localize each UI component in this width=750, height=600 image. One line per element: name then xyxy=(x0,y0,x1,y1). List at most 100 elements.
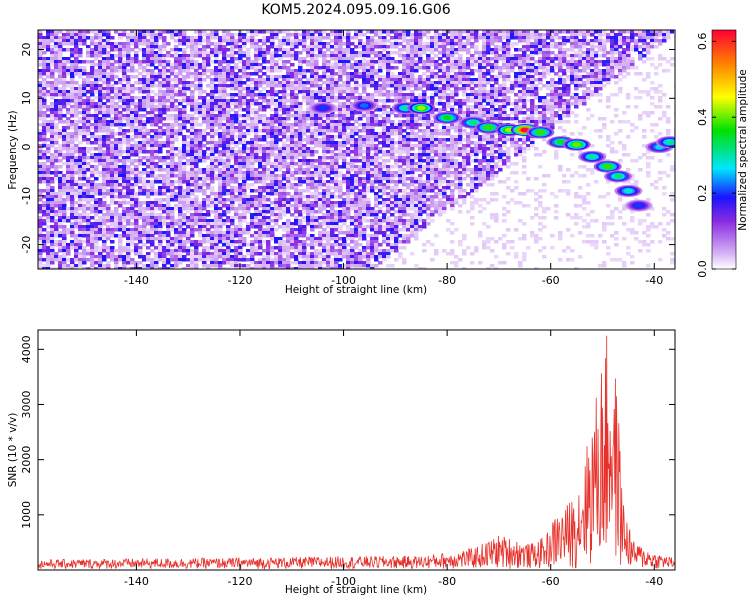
heatmap-cell xyxy=(206,36,211,40)
heatmap-cell xyxy=(138,255,143,259)
heatmap-cell xyxy=(206,108,211,112)
heatmap-cell xyxy=(266,264,271,268)
heatmap-cell xyxy=(194,249,199,253)
heatmap-cell xyxy=(282,39,287,43)
heatmap-cell xyxy=(230,66,235,70)
heatmap-cell xyxy=(254,246,259,250)
heatmap-cell xyxy=(198,222,203,226)
heatmap-cell xyxy=(146,180,151,184)
heatmap-cell xyxy=(314,57,319,61)
heatmap-cell xyxy=(74,30,79,34)
heatmap-cell xyxy=(306,78,311,82)
heatmap-cell xyxy=(266,243,271,247)
heatmap-cell xyxy=(262,72,267,76)
heatmap-cell xyxy=(54,108,59,112)
heatmap-cell xyxy=(226,150,231,154)
heatmap-cell xyxy=(118,177,123,181)
heatmap-cell xyxy=(270,108,275,112)
heatmap-cell xyxy=(254,123,259,127)
heatmap-cell xyxy=(38,189,43,193)
heatmap-cell xyxy=(182,87,187,91)
heatmap-cell xyxy=(194,135,199,139)
heatmap-cell xyxy=(54,81,59,85)
heatmap-cell xyxy=(334,135,339,139)
heatmap-cell xyxy=(74,102,79,106)
heatmap-cell xyxy=(166,261,171,265)
heatmap-cell xyxy=(254,87,259,91)
heatmap-cell xyxy=(242,63,247,67)
heatmap-cell xyxy=(262,222,267,226)
heatmap-cell xyxy=(254,150,259,154)
heatmap-cell xyxy=(86,75,91,79)
heatmap-cell xyxy=(102,138,107,142)
heatmap-cell xyxy=(174,75,179,79)
heatmap-cell xyxy=(170,30,175,34)
heatmap-cell xyxy=(170,237,175,241)
heatmap-cell xyxy=(58,135,63,139)
heatmap-cell xyxy=(38,81,43,85)
heatmap-cell xyxy=(62,144,67,148)
heatmap-cell xyxy=(222,132,227,136)
heatmap-cell xyxy=(90,72,95,76)
heatmap-cell xyxy=(150,174,155,178)
heatmap-cell xyxy=(94,222,99,226)
heatmap-cell xyxy=(138,186,143,190)
heatmap-cell xyxy=(266,78,271,82)
heatmap-cell xyxy=(58,87,63,91)
heatmap-cell xyxy=(302,204,307,208)
heatmap-cell xyxy=(342,264,347,268)
heatmap-cell xyxy=(326,54,331,58)
heatmap-cell xyxy=(174,138,179,142)
heatmap-cell xyxy=(94,159,99,163)
heatmap-cell xyxy=(314,240,319,244)
heatmap-cell xyxy=(246,39,251,43)
heatmap-cell xyxy=(322,243,327,247)
heatmap-cell xyxy=(222,69,227,73)
heatmap-cell xyxy=(218,159,223,163)
heatmap-cell xyxy=(214,204,219,208)
heatmap-cell xyxy=(262,135,267,139)
heatmap-cell xyxy=(218,141,223,145)
heatmap-cell xyxy=(282,228,287,232)
heatmap-cell xyxy=(346,126,351,130)
heatmap-cell xyxy=(246,78,251,82)
heatmap-cell xyxy=(78,234,83,238)
heatmap-cell xyxy=(182,234,187,238)
heatmap-cell xyxy=(250,222,255,226)
heatmap-cell xyxy=(198,177,203,181)
heatmap-cell xyxy=(62,237,67,241)
heatmap-cell xyxy=(110,258,115,262)
heatmap-cell xyxy=(286,111,291,115)
heatmap-cell xyxy=(314,60,319,64)
heatmap-cell xyxy=(222,123,227,127)
heatmap-cell xyxy=(118,228,123,232)
heatmap-cell xyxy=(94,81,99,85)
heatmap-cell xyxy=(106,177,111,181)
heatmap-cell xyxy=(202,177,207,181)
heatmap-cell xyxy=(110,222,115,226)
heatmap-cell xyxy=(290,90,295,94)
heatmap-cell xyxy=(174,66,179,70)
heatmap-cell xyxy=(270,81,275,85)
heatmap-cell xyxy=(226,132,231,136)
heatmap-cell xyxy=(230,93,235,97)
heatmap-cell xyxy=(90,249,95,253)
heatmap-cell xyxy=(246,147,251,151)
heatmap-cell xyxy=(74,132,79,136)
heatmap-cell xyxy=(114,42,119,46)
heatmap-cell xyxy=(198,42,203,46)
heatmap-cell xyxy=(78,264,83,268)
heatmap-cell xyxy=(210,54,215,58)
heatmap-cell xyxy=(150,240,155,244)
heatmap-cell xyxy=(42,213,47,217)
heatmap-cell xyxy=(190,60,195,64)
heatmap-cell xyxy=(158,174,163,178)
heatmap-cell xyxy=(86,114,91,118)
heatmap-cell xyxy=(78,99,83,103)
heatmap-cell xyxy=(190,213,195,217)
heatmap-cell xyxy=(282,183,287,187)
heatmap-cell xyxy=(150,57,155,61)
heatmap-cell xyxy=(110,123,115,127)
heatmap-cell xyxy=(118,201,123,205)
heatmap-cell xyxy=(42,228,47,232)
